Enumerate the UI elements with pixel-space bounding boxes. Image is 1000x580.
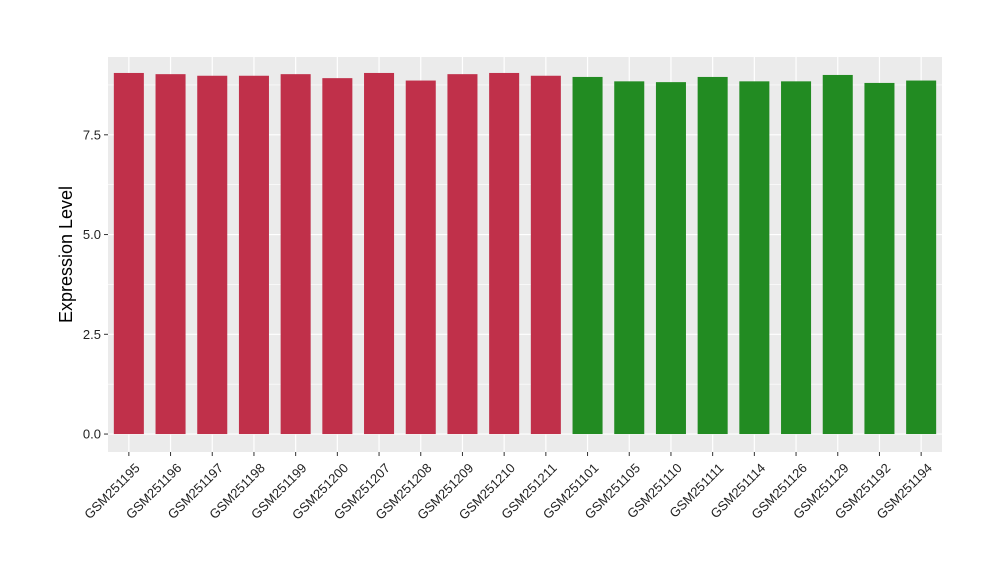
bar-GSM251194 [906,80,937,435]
bars-group [113,72,937,435]
bar-GSM251111 [697,76,728,435]
bar-GSM251196 [155,74,186,435]
y-tick-label: 2.5 [83,327,101,342]
bar-GSM251211 [530,75,561,435]
bar-GSM251105 [614,81,645,435]
bar-GSM251208 [405,80,436,435]
bar-GSM251197 [197,75,228,435]
bar-GSM251129 [822,74,853,435]
x-axis: GSM251195GSM251196GSM251197GSM251198GSM2… [81,452,935,523]
bar-GSM251114 [739,81,770,435]
bar-GSM251110 [655,82,686,435]
bar-GSM251209 [447,74,478,435]
plot-panel [108,57,942,452]
bar-GSM251195 [113,72,144,435]
bar-GSM251101 [572,76,603,435]
y-axis-title: Expression Level [56,186,76,323]
y-tick-label: 7.5 [83,127,101,142]
bar-GSM251198 [238,75,269,435]
bar-GSM251192 [864,82,895,435]
bar-GSM251207 [364,72,395,435]
y-tick-label: 5.0 [83,227,101,242]
bar-GSM251210 [489,72,520,435]
bar-GSM251126 [781,81,812,435]
bar-GSM251200 [322,78,353,435]
y-tick-label: 0.0 [83,427,101,442]
bar-GSM251199 [280,74,311,435]
y-axis: 0.0 2.5 5.0 7.5 [83,127,108,442]
